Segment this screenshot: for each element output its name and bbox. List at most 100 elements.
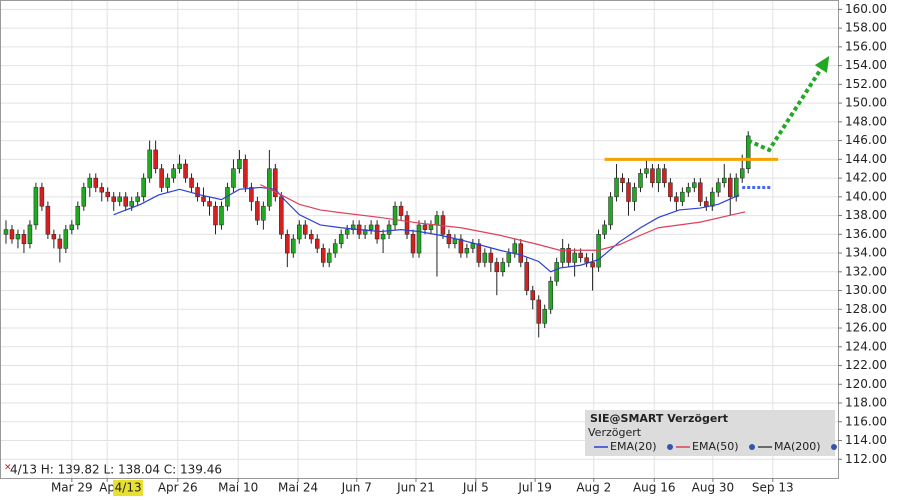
candle-body xyxy=(99,187,105,193)
candle-body xyxy=(524,262,529,291)
candle-body xyxy=(620,177,625,184)
legend-box xyxy=(585,410,835,456)
y-tick-label: 146.00 xyxy=(845,133,887,147)
legend-icon xyxy=(831,444,837,450)
candle-body xyxy=(722,177,727,184)
candle-body xyxy=(590,262,595,268)
candle-body xyxy=(674,196,679,202)
candle-body xyxy=(733,177,739,198)
candle-body xyxy=(159,168,164,188)
candle-body xyxy=(512,243,518,254)
candle-body xyxy=(105,191,110,198)
candle-body xyxy=(470,243,476,249)
candle-body xyxy=(458,238,464,254)
candle-body xyxy=(614,177,619,198)
x-tick-label: Jul 5 xyxy=(462,481,489,495)
candle-body xyxy=(201,196,206,202)
candle-body xyxy=(692,182,697,188)
candle-body xyxy=(51,234,57,240)
candle-body xyxy=(482,252,488,263)
candle-body xyxy=(368,224,374,230)
x-tick-label: Aug 16 xyxy=(633,481,676,495)
candle-body xyxy=(147,149,152,179)
candle-body xyxy=(644,168,649,174)
candle-body xyxy=(716,182,721,193)
x-tick-label: Jun 7 xyxy=(341,481,372,495)
candle-body xyxy=(560,248,565,263)
candle-body xyxy=(21,234,27,244)
y-tick-label: 148.00 xyxy=(845,114,887,128)
candle-body xyxy=(686,187,691,193)
candle-body xyxy=(440,215,446,235)
candle-body xyxy=(326,252,332,263)
candle-body xyxy=(506,252,512,263)
candle-body xyxy=(428,224,434,230)
arrow-head xyxy=(814,55,830,73)
candle-body xyxy=(219,205,224,226)
candle-body xyxy=(314,238,320,249)
candle-body xyxy=(153,149,158,169)
candle-body xyxy=(350,224,356,230)
candle-body xyxy=(745,135,751,169)
candle-body xyxy=(39,187,45,207)
close-icon[interactable]: × xyxy=(4,463,12,473)
y-tick-label: 150.00 xyxy=(845,96,887,110)
candle-body xyxy=(344,229,350,235)
y-tick-label: 112.00 xyxy=(845,452,887,466)
candle-body xyxy=(237,159,242,169)
candle-body xyxy=(698,182,703,202)
candle-body xyxy=(303,224,308,235)
y-tick-label: 144.00 xyxy=(845,152,887,166)
candle-body xyxy=(75,205,81,226)
x-tick-label: Mai 10 xyxy=(218,481,258,495)
candle-body xyxy=(273,168,278,198)
candle-body xyxy=(392,205,398,226)
candle-body xyxy=(632,187,637,202)
legend-title: SIE@SMART Verzögert xyxy=(590,412,728,425)
candle-body xyxy=(398,205,404,216)
grid xyxy=(0,0,838,478)
candle-body xyxy=(374,224,380,240)
overlay-line xyxy=(260,184,746,251)
candle-body xyxy=(267,168,272,207)
candle-body xyxy=(416,224,422,254)
candle-body xyxy=(57,238,63,249)
candle-body xyxy=(536,299,541,324)
candle-body xyxy=(111,196,116,202)
candle-body xyxy=(584,257,589,263)
x-tick-label: Aug 2 xyxy=(576,481,611,495)
candle-body xyxy=(63,229,69,249)
y-tick-label: 122.00 xyxy=(845,358,887,372)
y-tick-label: 142.00 xyxy=(845,171,887,185)
candle-body xyxy=(231,168,236,188)
candle-body xyxy=(255,201,260,221)
candle-body xyxy=(123,196,128,207)
legend: SIE@SMART Verzögert Verzögert EMA(20) EMA… xyxy=(585,410,837,456)
candle-body xyxy=(249,187,254,202)
legend-subtitle: Verzögert xyxy=(588,426,642,439)
legend-icon xyxy=(749,444,755,450)
y-tick-label: 126.00 xyxy=(845,321,887,335)
x-tick-label: Jul 19 xyxy=(517,481,552,495)
candle-body xyxy=(739,168,745,179)
candle-body xyxy=(530,290,535,301)
candle-body xyxy=(27,224,33,244)
candle-body xyxy=(380,234,386,240)
candle-body xyxy=(338,234,344,244)
candle-body xyxy=(446,234,452,244)
candle-body xyxy=(285,234,290,254)
candle-body xyxy=(261,205,266,221)
candle-body xyxy=(704,201,709,207)
candle-body xyxy=(171,168,176,179)
candle-body xyxy=(207,201,212,207)
candle-body xyxy=(638,173,643,188)
candle-body xyxy=(165,177,170,188)
candle-body xyxy=(680,191,685,202)
crosshair-date: 4/13 xyxy=(115,481,142,495)
candle-body xyxy=(650,168,655,184)
candle-body xyxy=(45,205,51,235)
candle-body xyxy=(189,177,194,188)
candle-body xyxy=(494,262,500,273)
candle-body xyxy=(243,159,248,188)
